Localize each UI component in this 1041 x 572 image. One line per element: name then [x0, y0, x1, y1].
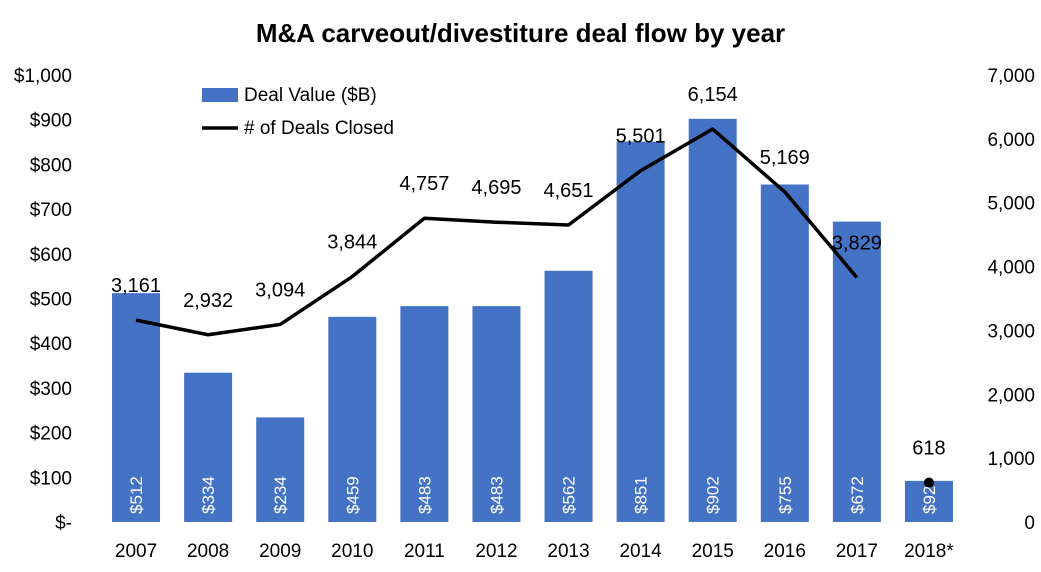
y-right-tick-label: 1,000: [987, 449, 1035, 470]
line-value-label: 4,651: [544, 180, 594, 202]
legend-label-deals-closed: # of Deals Closed: [244, 118, 394, 139]
bar-value-label: $459: [343, 476, 362, 514]
y-right-tick-label: 3,000: [987, 321, 1035, 342]
bar: [688, 118, 737, 522]
bar: [112, 293, 161, 522]
deals-point-marker: [923, 477, 934, 488]
bar: [472, 306, 521, 522]
bar: [256, 417, 305, 522]
line-value-label: 2,932: [183, 290, 233, 312]
y-left-tick-label: $300: [30, 379, 72, 400]
line-value-label: 3,094: [255, 279, 305, 301]
x-tick-label: 2009: [259, 541, 301, 562]
line-value-label: 3,161: [111, 275, 161, 297]
bar: [544, 270, 593, 522]
line-value-label: 618: [912, 438, 945, 460]
y-left-tick-label: $400: [30, 334, 72, 355]
line-value-label: 5,501: [616, 126, 666, 148]
bar-value-label: $512: [127, 476, 146, 514]
line-value-label: 4,757: [399, 173, 449, 195]
x-tick-label: 2007: [115, 541, 157, 562]
chart-title: M&A carveout/divestiture deal flow by ye…: [255, 18, 786, 48]
x-tick-label: 2008: [187, 541, 229, 562]
line-value-label: 3,829: [832, 232, 882, 254]
y-right-tick-label: 7,000: [987, 66, 1035, 87]
bar: [184, 372, 233, 522]
legend-label-deal-value: Deal Value ($B): [244, 85, 377, 106]
bar: [400, 306, 449, 522]
x-tick-label: 2017: [836, 541, 878, 562]
x-tick-label: 2014: [619, 541, 662, 562]
x-tick-label: 2012: [475, 541, 517, 562]
y-left-tick-label: $100: [30, 468, 72, 489]
bar: [616, 141, 665, 522]
line-value-label: 3,844: [327, 232, 377, 254]
line-value-label: 5,169: [760, 147, 810, 169]
bar: [904, 480, 953, 522]
bar: [760, 184, 809, 522]
y-left-tick-label: $500: [30, 290, 72, 311]
bar-value-label: $234: [271, 476, 290, 514]
y-left-tick-label: $700: [30, 200, 72, 221]
line-value-label: 6,154: [688, 84, 738, 106]
bar-value-label: $755: [776, 476, 795, 514]
bar-value-label: $672: [848, 476, 867, 514]
bar-value-label: $483: [415, 476, 434, 514]
y-left-tick-label: $200: [30, 424, 72, 445]
x-tick-label: 2018*: [904, 541, 954, 562]
deals-line: [135, 127, 859, 337]
y-right-tick-label: 2,000: [987, 385, 1035, 406]
y-right-tick-label: 4,000: [987, 258, 1035, 279]
y-left-tick-label: $600: [30, 245, 72, 266]
y-left-tick-label: $900: [30, 111, 72, 132]
x-tick-label: 2011: [404, 541, 445, 562]
y-left-tick-label: $1,000: [14, 66, 72, 87]
bar-value-label: $851: [632, 476, 651, 514]
bar-value-label: $483: [487, 476, 506, 514]
bar-value-label: $334: [199, 476, 218, 514]
bar-value-label: $92: [920, 486, 939, 514]
y-left-tick-label: $-: [55, 513, 72, 534]
y-right-tick-label: 6,000: [987, 130, 1035, 151]
bar-value-label: $562: [560, 476, 579, 514]
x-tick-label: 2013: [547, 541, 589, 562]
bar-value-label: $902: [704, 476, 723, 514]
x-tick-label: 2015: [692, 541, 734, 562]
y-left-tick-label: $800: [30, 155, 72, 176]
y-right-tick-label: 5,000: [987, 194, 1035, 215]
bar: [832, 221, 881, 522]
x-tick-label: 2016: [764, 541, 806, 562]
legend-swatch-deal-value: [202, 88, 238, 102]
y-right-tick-label: 0: [1024, 513, 1035, 534]
line-value-label: 4,695: [471, 177, 521, 199]
bar: [328, 316, 377, 522]
x-tick-label: 2010: [331, 541, 373, 562]
